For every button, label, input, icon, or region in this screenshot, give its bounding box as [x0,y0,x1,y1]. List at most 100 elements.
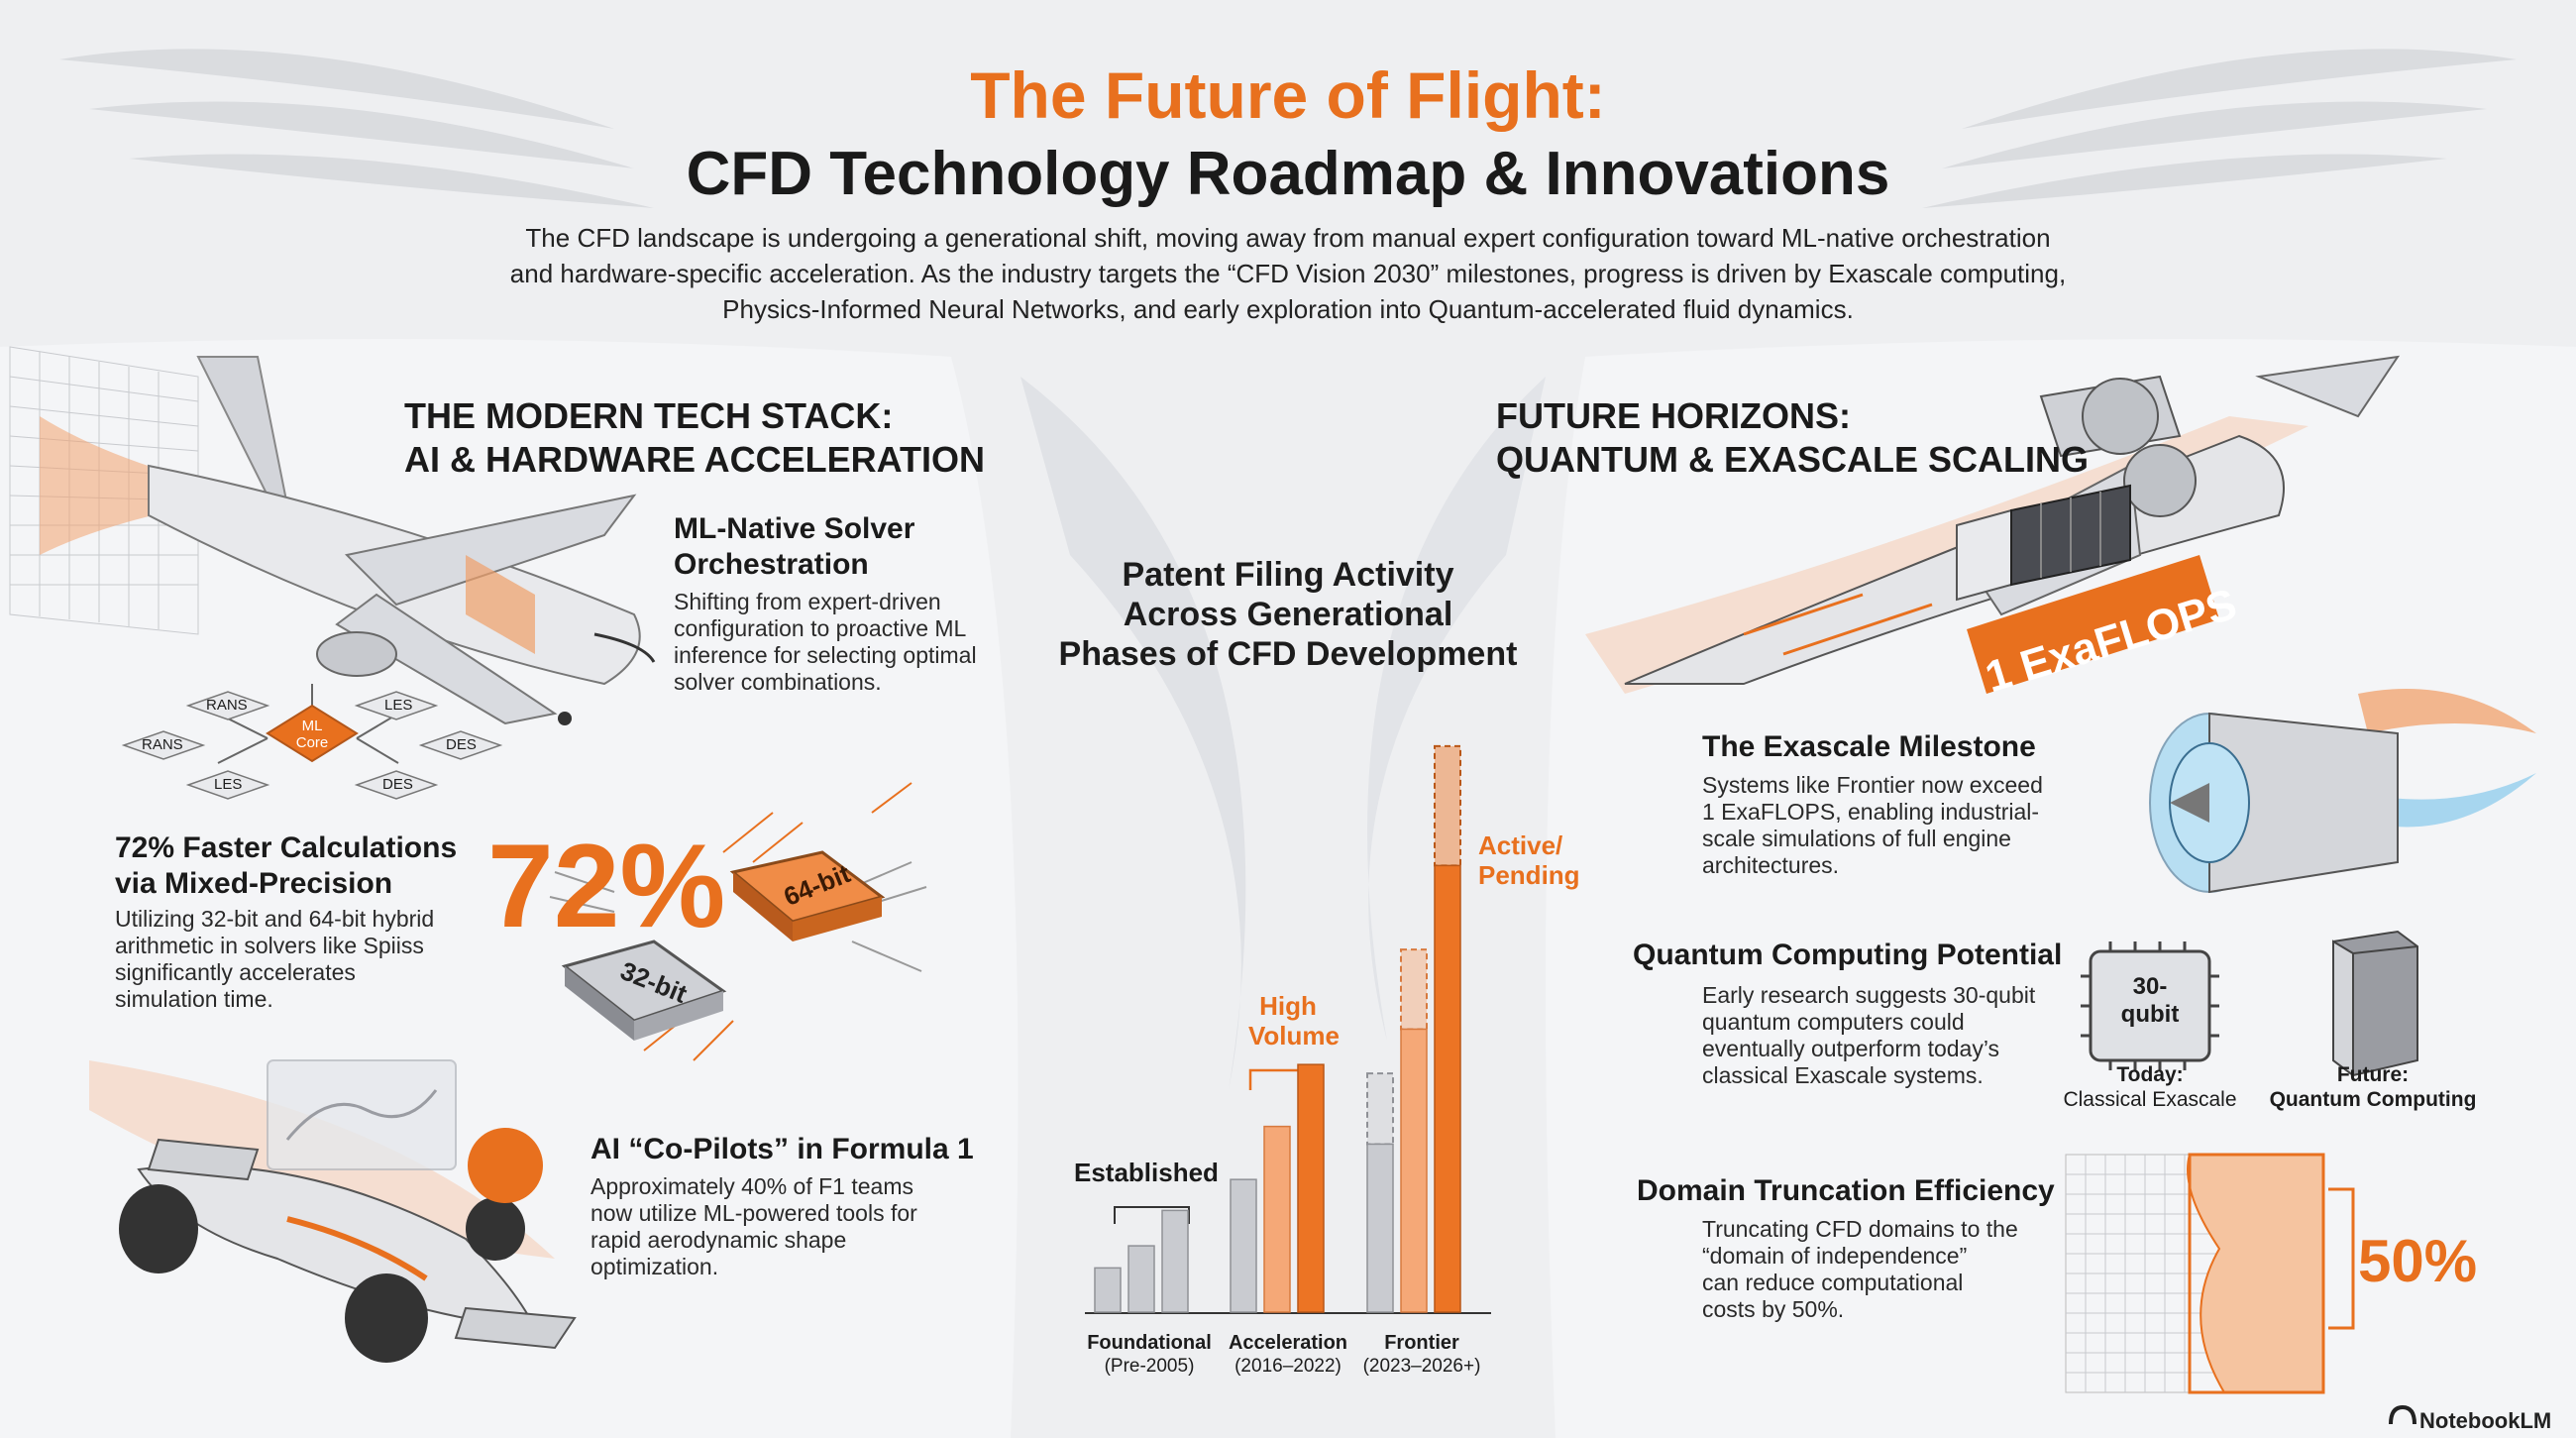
annotation-active-pending: Active/ Pending [1478,830,1580,890]
left-section-heading: THE MODERN TECH STACK: AI & HARDWARE ACC… [404,394,985,482]
text-line: Truncating CFD domains to the [1702,1216,2018,1242]
exaflops-banner [1967,555,2219,694]
chart-brackets [1114,1206,1190,1224]
text-line: classical Exascale systems. [1702,1062,1984,1088]
exascale-title: The Exascale Milestone [1702,730,2036,763]
today-title: Today: [2116,1063,2184,1086]
quantum-title: Quantum Computing Potential [1633,939,2063,971]
diagram-node: RANS [206,697,248,714]
heading-line: AI & HARDWARE ACCELERATION [404,439,985,480]
diagram-node: DES [446,736,477,753]
text-line: scale simulations of full engine [1702,826,2011,851]
f1-title: AI “Co-Pilots” in Formula 1 [590,1133,974,1165]
left-panel-bg [0,339,1019,1438]
text-line: arithmetic in solvers like Spiiss [115,933,424,958]
qubit-chip-icon [2081,941,2219,1070]
intro-line: The CFD landscape is undergoing a genera… [525,223,2051,253]
text-line: Utilizing 32-bit and 64-bit hybrid [115,906,435,932]
turbine-illustration [2149,689,2536,894]
heading-line: THE MODERN TECH STACK: [404,395,894,436]
orange-dot [468,1128,543,1203]
ml-orchestration-title: ML-Native Solver Orchestration [674,511,914,583]
annotation-established: Established [1074,1158,1219,1187]
chart-bar [1263,1125,1291,1313]
qubit-chip-label: 30- qubit [2091,973,2209,1029]
right-section-heading: FUTURE HORIZONS: QUANTUM & EXASCALE SCAL… [1496,394,2089,482]
annotation-line: Volume [1248,1021,1340,1051]
text-line: rapid aerodynamic shape [590,1227,847,1253]
text-line: eventually outperform today’s [1702,1036,2000,1061]
future-label: Future: Quantum Computing [2259,1062,2487,1112]
chart-title-line: Phases of CFD Development [1058,635,1518,673]
category-sub: (2016–2022) [1234,1356,1342,1377]
chart-bar [1297,1063,1325,1313]
right-wing-ornament [1922,49,2517,208]
qubit-line: 30- [2132,973,2168,1000]
notebooklm-logo-icon [2389,1404,2416,1425]
text-line: inference for selecting optimal [674,642,977,668]
text-line: now utilize ML-powered tools for [590,1200,917,1226]
chart-title-line: Across Generational [1123,596,1453,633]
future-title: Future: [2336,1063,2410,1086]
annotation-line: High [1259,991,1317,1021]
ml-core-node [266,704,359,763]
category-label: Acceleration [1228,1332,1348,1354]
annotation-high-volume: High Volume [1248,991,1340,1051]
ml-orchestration-text: Shifting from expert-driven configuratio… [674,589,977,696]
diagram-node: RANS [142,736,183,753]
title-line: 72% Faster Calculations [115,831,458,864]
chart-bar [1434,864,1461,1313]
f1-car-illustration [89,1059,577,1363]
title-line2: CFD Technology Roadmap & Innovations [686,140,1890,208]
text-line: 1 ExaFLOPS, enabling industrial- [1702,799,2040,825]
heading-line: QUANTUM & EXASCALE SCALING [1496,439,2090,480]
category-sub: (Pre-2005) [1104,1356,1195,1377]
text-line: simulation time. [115,986,273,1012]
annotation-line: Active/ [1478,830,1563,860]
category-label: Frontier [1384,1332,1459,1354]
text-line: costs by 50%. [1702,1296,1845,1322]
text-line: can reduce computational [1702,1270,1964,1295]
category-acceleration: Acceleration (2016–2022) [1214,1331,1362,1379]
server-tower-icon [2332,930,2418,1077]
text-line: Approximately 40% of F1 teams [590,1173,913,1199]
mixed-precision-title: 72% Faster Calculations via Mixed-Precis… [115,830,457,902]
text-line: configuration to proactive ML [674,615,967,641]
ml-core-label: ML Core [287,718,337,751]
exascale-text: Systems like Frontier now exceed 1 ExaFL… [1702,772,2043,879]
center-swirl [1020,377,1246,1090]
chart-bar [1366,1143,1394,1313]
future-sub: Quantum Computing [2269,1088,2477,1111]
f1-text: Approximately 40% of F1 teams now utiliz… [590,1173,917,1280]
today-label: Today: Classical Exascale [2041,1062,2259,1112]
title-line: Orchestration [674,548,869,581]
category-label: Foundational [1087,1332,1212,1354]
percent-72: 72% [487,820,726,952]
annotation-line: Pending [1478,860,1580,890]
core-line: Core [295,734,329,751]
chart-bars [1094,744,1461,1313]
text-line: Shifting from expert-driven [674,589,941,614]
text-line: quantum computers could [1702,1009,1965,1035]
heading-line: FUTURE HORIZONS: [1496,395,1851,436]
chart-bar [1230,1178,1257,1313]
domain-truncation-title: Domain Truncation Efficiency [1637,1174,2055,1207]
chart-title: Patent Filing Activity Across Generation… [1030,555,1546,674]
chip-illustrations [549,782,927,1061]
chart-bar-pending [1400,948,1428,1031]
text-line: solver combinations. [674,669,882,695]
chart-bar [1094,1267,1122,1313]
category-sub: (2023–2026+) [1362,1356,1481,1377]
domain-mesh [2065,1153,2355,1394]
domain-truncation-text: Truncating CFD domains to the “domain of… [1702,1216,2018,1323]
category-frontier: Frontier (2023–2026+) [1347,1331,1496,1379]
text-line: architectures. [1702,852,1840,878]
diagram-node: LES [214,776,243,793]
text-line: optimization. [590,1254,719,1279]
intro-text: The CFD landscape is undergoing a genera… [446,220,2130,327]
percent-50: 50% [2358,1228,2478,1294]
core-line: ML [301,718,323,734]
text-line: “domain of independence” [1702,1243,1968,1269]
chart-bar [1161,1209,1189,1313]
